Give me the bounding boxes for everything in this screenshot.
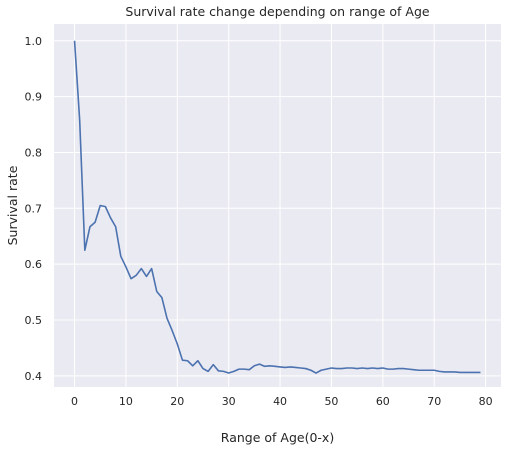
x-tick-label: 70 [427,395,441,408]
y-tick-label: 1.0 [25,35,43,48]
x-tick-label: 60 [376,395,390,408]
y-axis-label: Survival rate [5,165,20,245]
y-tick-label: 0.5 [25,314,43,327]
y-tick-label: 0.6 [25,258,43,271]
y-tick-label: 0.8 [25,146,43,159]
x-axis-ticks: 0 10 20 30 40 50 60 70 80 [71,395,493,408]
x-tick-label: 40 [273,395,287,408]
y-tick-label: 0.4 [25,370,43,383]
x-axis-label: Range of Age(0-x) [221,430,334,445]
x-tick-label: 50 [324,395,338,408]
series-layer [73,40,481,374]
series-line [73,40,481,374]
x-tick-label: 20 [170,395,184,408]
x-tick-label: 0 [71,395,78,408]
x-tick-label: 80 [479,395,493,408]
x-tick-label: 10 [119,395,133,408]
y-tick-label: 0.7 [25,202,43,215]
grid [54,24,501,387]
chart-title: Survival rate change depending on range … [125,4,429,19]
x-tick-label: 30 [222,395,236,408]
y-tick-label: 0.9 [25,91,43,104]
plot-area [54,24,501,387]
y-axis-ticks: 0.4 0.5 0.6 0.7 0.8 0.9 1.0 [25,35,43,383]
